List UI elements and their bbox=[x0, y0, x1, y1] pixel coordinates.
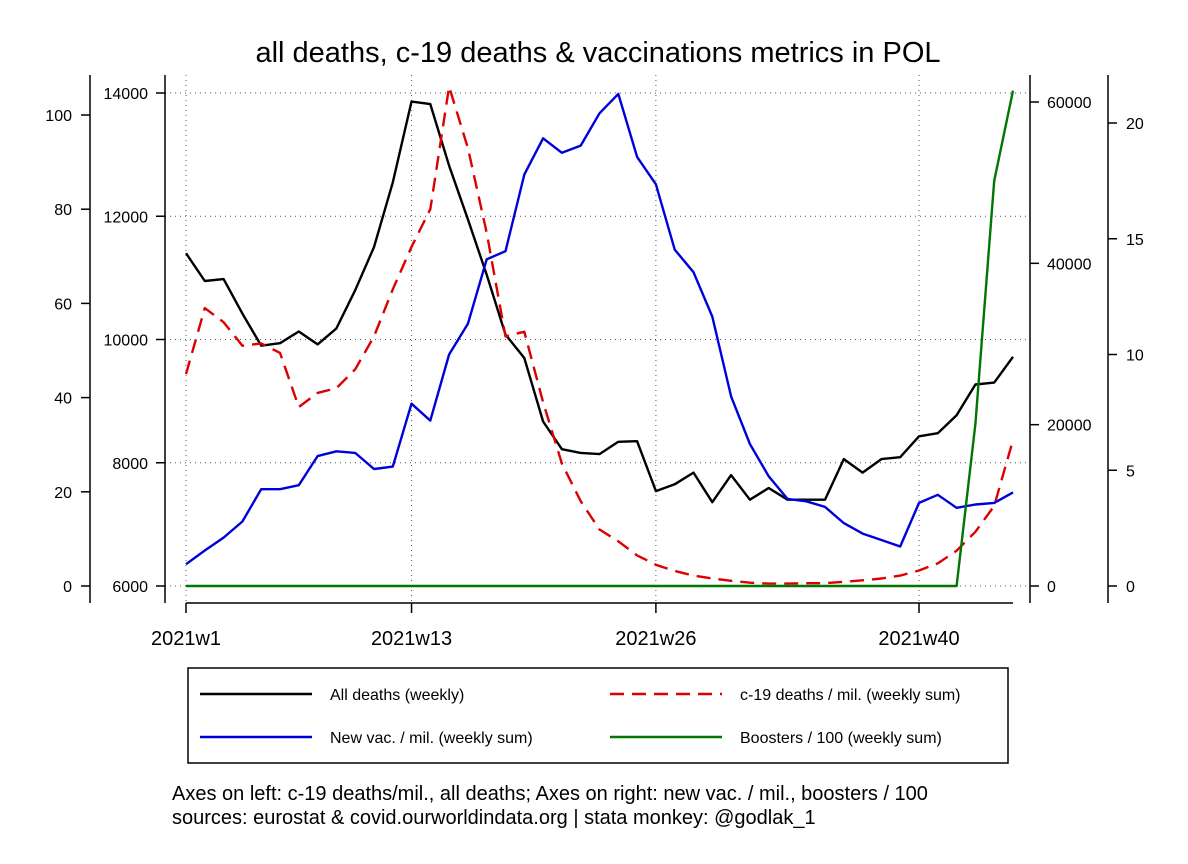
axes: 0204060801006000800010000120001400002000… bbox=[45, 75, 1144, 650]
tick-label-boosters: 5 bbox=[1126, 463, 1135, 480]
tick-label-x: 2021w1 bbox=[151, 628, 221, 650]
chart-title: all deaths, c-19 deaths & vaccinations m… bbox=[255, 37, 940, 69]
legend-label-deaths: All deaths (weekly) bbox=[330, 687, 464, 704]
tick-label-deaths: 6000 bbox=[112, 579, 148, 596]
legend-label-c19: c-19 deaths / mil. (weekly sum) bbox=[740, 687, 961, 704]
series-lines bbox=[184, 85, 1015, 588]
tick-label-deaths: 8000 bbox=[112, 456, 148, 473]
legend-label-vac: New vac. / mil. (weekly sum) bbox=[330, 730, 533, 747]
tick-label-deaths: 12000 bbox=[104, 209, 149, 226]
tick-label-boosters: 0 bbox=[1126, 579, 1135, 596]
tick-label-x: 2021w13 bbox=[371, 628, 452, 650]
tick-label-boosters: 10 bbox=[1126, 348, 1144, 365]
series-line-c19 bbox=[184, 85, 1015, 585]
tick-label-x: 2021w26 bbox=[615, 628, 696, 650]
series-line-boosters bbox=[186, 90, 1015, 588]
tick-label-c19: 80 bbox=[54, 202, 72, 219]
series-line-vac bbox=[185, 92, 1014, 566]
tick-label-x: 2021w40 bbox=[878, 628, 959, 650]
tick-label-c19: 60 bbox=[54, 296, 72, 313]
tick-label-vac: 60000 bbox=[1047, 95, 1092, 112]
tick-label-boosters: 15 bbox=[1126, 232, 1144, 249]
grid bbox=[165, 75, 1030, 603]
tick-label-deaths: 14000 bbox=[104, 86, 149, 103]
tick-label-vac: 0 bbox=[1047, 579, 1056, 596]
tick-label-vac: 40000 bbox=[1047, 256, 1092, 273]
footnote-axes: Axes on left: c-19 deaths/mil., all deat… bbox=[172, 783, 928, 805]
series-line-deaths bbox=[185, 100, 1014, 504]
footnote-sources: sources: eurostat & covid.ourworldindata… bbox=[172, 807, 816, 829]
tick-label-deaths: 10000 bbox=[104, 333, 149, 350]
tick-label-c19: 20 bbox=[54, 485, 72, 502]
tick-label-c19: 100 bbox=[45, 108, 72, 125]
legend-box bbox=[187, 667, 1009, 764]
tick-label-boosters: 20 bbox=[1126, 116, 1144, 133]
tick-label-vac: 20000 bbox=[1047, 418, 1092, 435]
tick-label-c19: 0 bbox=[63, 579, 72, 596]
tick-label-c19: 40 bbox=[54, 391, 72, 408]
legend: All deaths (weekly) c-19 deaths / mil. (w… bbox=[187, 667, 1009, 764]
legend-label-boosters: Boosters / 100 (weekly sum) bbox=[740, 730, 942, 747]
